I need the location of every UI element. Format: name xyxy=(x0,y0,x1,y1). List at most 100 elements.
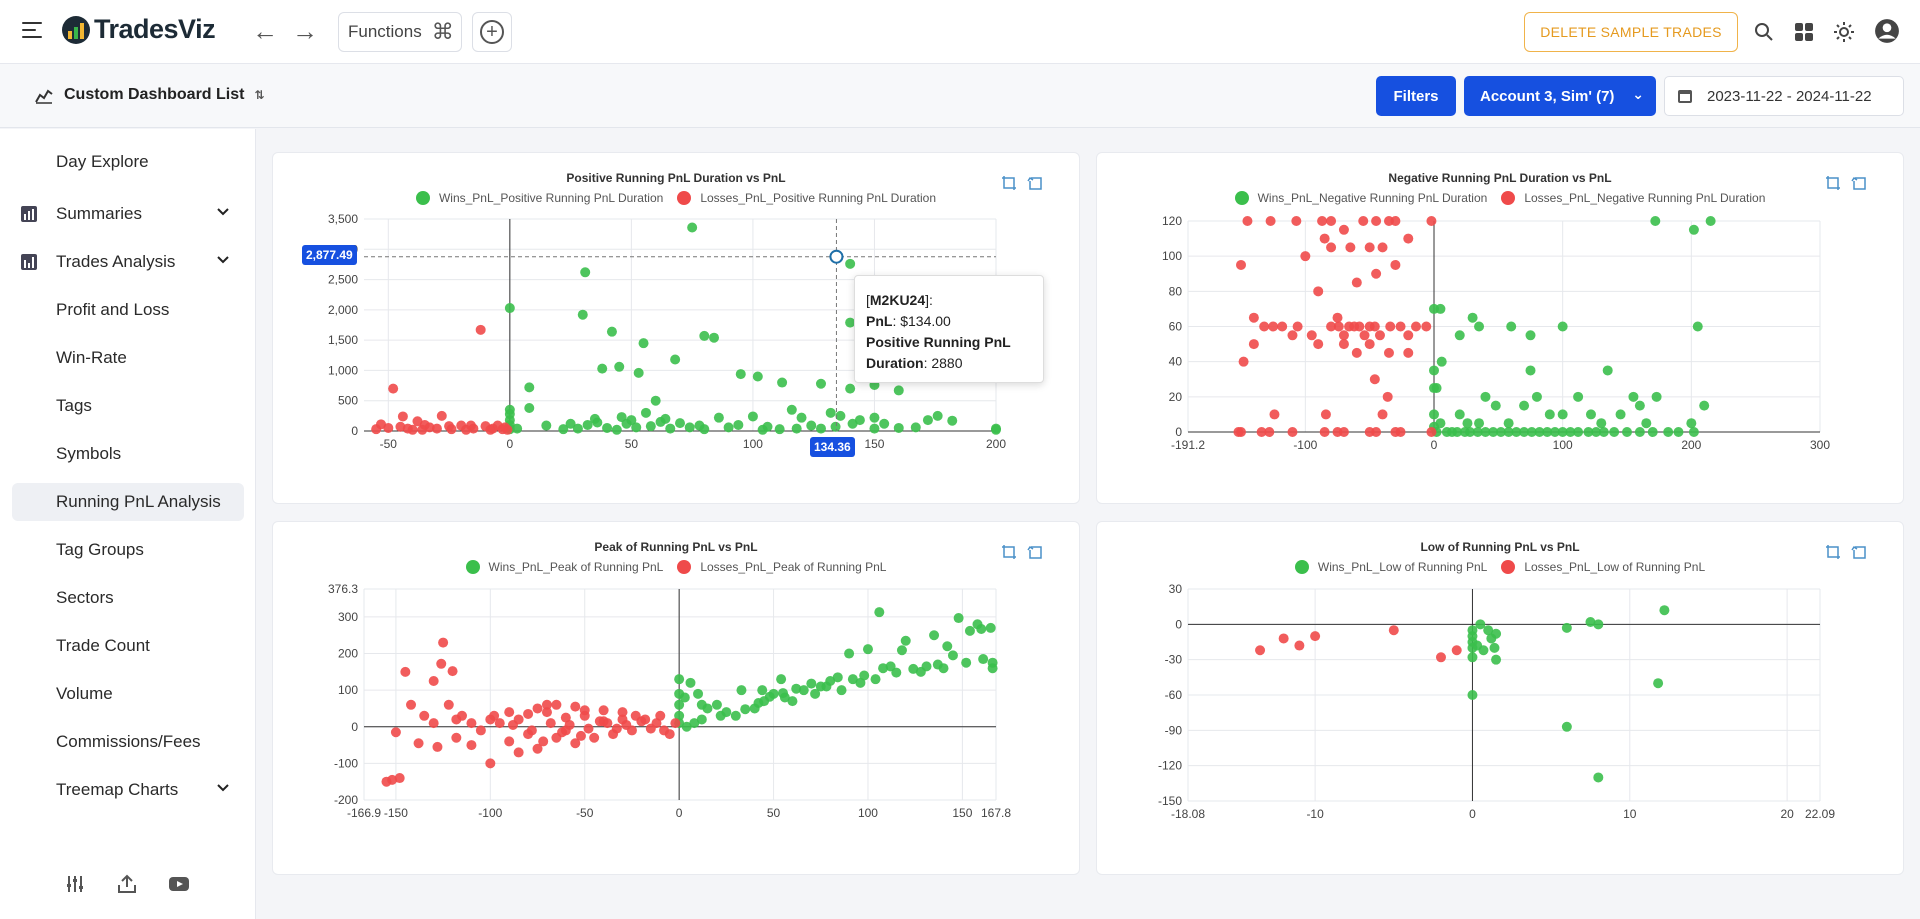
x-tick-label: 100 xyxy=(858,806,878,820)
sidebar-item-volume[interactable]: Volume xyxy=(12,675,244,713)
chart-legend: Wins_PnL_Negative Running PnL Duration L… xyxy=(1097,191,1903,205)
legend-label: Losses_PnL_Positive Running PnL Duration xyxy=(700,191,937,205)
functions-label: Functions xyxy=(348,22,422,41)
zoom-select-icon[interactable] xyxy=(1825,544,1841,560)
y-tick-label: 60 xyxy=(1169,320,1183,334)
sidebar-item-tag-groups[interactable]: Tag Groups xyxy=(12,531,244,569)
sidebar-item-win-rate[interactable]: Win-Rate xyxy=(12,339,244,377)
win-point xyxy=(1490,400,1501,411)
chart-legend: Wins_PnL_Low of Running PnL Losses_PnL_L… xyxy=(1097,560,1903,574)
legend-item-wins[interactable]: Wins_PnL_Positive Running PnL Duration xyxy=(415,191,663,205)
legend-label: Losses_PnL_Low of Running PnL xyxy=(1524,560,1706,574)
win-point xyxy=(736,685,747,696)
sidebar-item-tags[interactable]: Tags xyxy=(12,387,244,425)
functions-button[interactable]: Functions ⌘ xyxy=(338,12,462,52)
win-point xyxy=(645,421,656,432)
sun-icon[interactable] xyxy=(1832,20,1856,44)
sidebar-item-commissions-fees[interactable]: Commissions/Fees xyxy=(12,723,244,761)
zoom-reset-icon[interactable] xyxy=(1027,544,1043,560)
sidebar-item-sectors[interactable]: Sectors xyxy=(12,579,244,617)
zoom-reset-icon[interactable] xyxy=(1851,544,1867,560)
win-point xyxy=(694,420,705,431)
loss-point xyxy=(1435,652,1446,663)
legend-item-losses[interactable]: Losses_PnL_Peak of Running PnL xyxy=(677,560,886,574)
sidebar-item-summaries[interactable]: Summaries xyxy=(12,195,244,233)
loss-point xyxy=(443,699,454,710)
x-tick-label: 50 xyxy=(625,437,639,451)
win-point xyxy=(721,707,732,718)
loss-point xyxy=(659,725,670,736)
zoom-reset-icon[interactable] xyxy=(1027,175,1043,191)
legend-item-losses[interactable]: Losses_PnL_Positive Running PnL Duration xyxy=(677,191,936,205)
win-point xyxy=(1622,427,1633,437)
win-point xyxy=(631,422,642,433)
win-point xyxy=(606,326,617,337)
legend-dot xyxy=(465,560,480,574)
win-point xyxy=(665,423,676,434)
legend-item-wins[interactable]: Wins_PnL_Low of Running PnL xyxy=(1294,560,1487,574)
x-tick-label: -100 xyxy=(478,806,502,820)
menu-icon[interactable] xyxy=(22,22,42,40)
youtube-icon[interactable] xyxy=(168,873,190,895)
loss-point xyxy=(630,710,641,721)
loss-point xyxy=(1313,286,1324,297)
sidebar-item-day-explore[interactable]: Day Explore xyxy=(12,143,244,181)
apps-grid-icon[interactable] xyxy=(1792,20,1816,44)
win-point xyxy=(1573,391,1584,402)
loss-point xyxy=(1371,427,1382,437)
win-point xyxy=(810,688,821,699)
sidebar-item-running-pnl-analysis[interactable]: Running PnL Analysis xyxy=(12,483,244,521)
win-point xyxy=(1561,622,1572,633)
loss-point xyxy=(1313,339,1324,350)
legend-item-wins[interactable]: Wins_PnL_Peak of Running PnL xyxy=(465,560,663,574)
zoom-select-icon[interactable] xyxy=(1001,175,1017,191)
back-arrow-icon[interactable]: ← xyxy=(252,16,278,46)
sidebar-item-profit-and-loss[interactable]: Profit and Loss xyxy=(12,291,244,329)
crosshair-x-label: 134.36 xyxy=(810,437,855,457)
sidebar-item-trade-count[interactable]: Trade Count xyxy=(12,627,244,665)
loss-point xyxy=(475,324,486,335)
chart-legend: Wins_PnL_Positive Running PnL Duration L… xyxy=(273,191,1079,205)
user-avatar-icon[interactable] xyxy=(1874,18,1900,44)
custom-dashboard-list-dropdown[interactable]: Custom Dashboard List ⇅ xyxy=(34,86,265,104)
win-point xyxy=(687,222,698,233)
zoom-select-icon[interactable] xyxy=(1825,175,1841,191)
win-point xyxy=(879,418,890,429)
legend-item-wins[interactable]: Wins_PnL_Negative Running PnL Duration xyxy=(1234,191,1487,205)
win-point xyxy=(964,625,975,636)
legend-item-losses[interactable]: Losses_PnL_Negative Running PnL Duration xyxy=(1501,191,1765,205)
win-point xyxy=(900,635,911,646)
logo[interactable]: TradesViz xyxy=(62,14,216,45)
sidebar-item-symbols[interactable]: Symbols xyxy=(12,435,244,473)
scatter-chart: 0 20 40 60 80 100 120 -191.2 -100 0 100 200 300 xyxy=(1162,214,1830,452)
forward-arrow-icon[interactable]: → xyxy=(292,16,318,46)
sidebar-item-label: Summaries xyxy=(56,204,142,223)
share-icon[interactable] xyxy=(116,873,138,895)
delete-sample-trades-button[interactable]: DELETE SAMPLE TRADES xyxy=(1524,12,1738,52)
zoom-reset-icon[interactable] xyxy=(1851,175,1867,191)
loss-point xyxy=(1326,216,1337,226)
date-range-picker[interactable]: 2023-11-22 - 2024-11-22 xyxy=(1664,76,1904,116)
win-point xyxy=(1462,418,1473,429)
loss-point xyxy=(390,727,401,738)
search-icon[interactable] xyxy=(1752,20,1776,44)
sidebar-item-trades-analysis[interactable]: Trades Analysis xyxy=(12,243,244,281)
legend-item-losses[interactable]: Losses_PnL_Low of Running PnL xyxy=(1501,560,1705,574)
win-point xyxy=(1503,418,1514,429)
y-tick-label: 40 xyxy=(1169,355,1183,369)
add-button[interactable]: + xyxy=(472,12,512,52)
sidebar-item-treemap-charts[interactable]: Treemap Charts xyxy=(12,771,244,809)
loss-point xyxy=(1248,312,1259,323)
sliders-icon[interactable] xyxy=(64,873,86,895)
account-select[interactable]: Account 3, Sim' (7) ⌄ xyxy=(1464,76,1656,116)
loss-point xyxy=(1287,427,1298,437)
win-point xyxy=(650,395,661,406)
legend-dot xyxy=(1234,191,1249,205)
win-point xyxy=(679,692,690,703)
loss-point xyxy=(598,705,609,716)
win-point xyxy=(702,703,713,714)
loss-point xyxy=(1358,216,1369,226)
filters-button[interactable]: Filters xyxy=(1376,76,1456,116)
loss-point xyxy=(611,723,622,734)
zoom-select-icon[interactable] xyxy=(1001,544,1017,560)
